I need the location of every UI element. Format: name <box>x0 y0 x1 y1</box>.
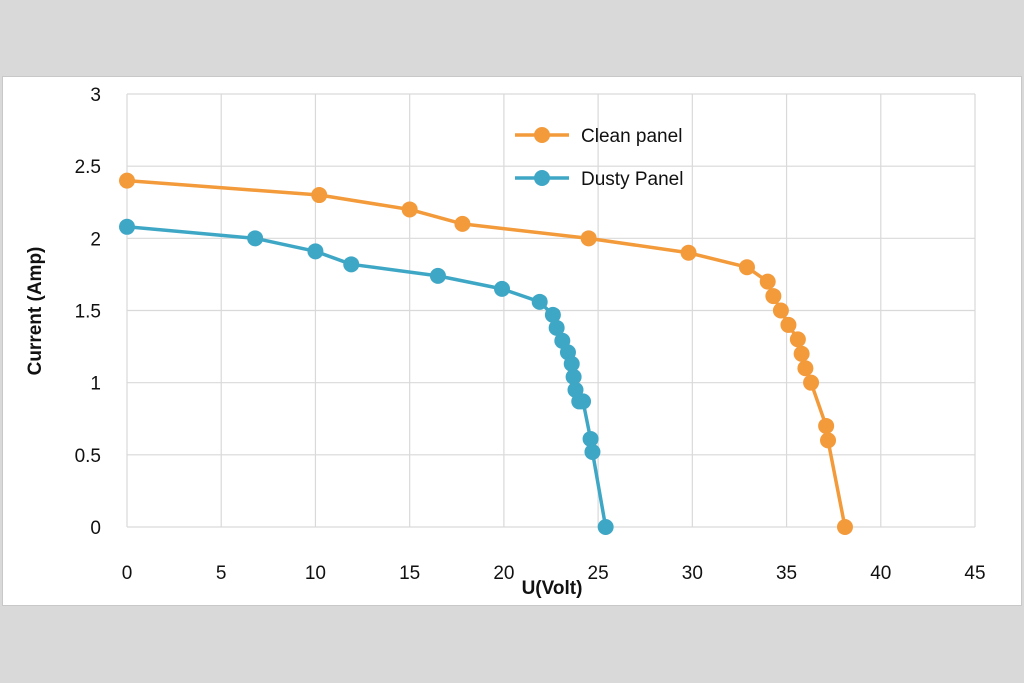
y-tick-label: 3 <box>90 85 101 106</box>
x-tick-label: 5 <box>216 563 227 584</box>
x-tick-label: 20 <box>493 563 514 584</box>
x-tick-label: 0 <box>122 563 133 584</box>
data-point <box>803 374 820 391</box>
data-point <box>759 273 776 290</box>
legend: Clean panel Dusty Panel <box>515 126 683 190</box>
data-point <box>836 519 853 535</box>
data-point <box>531 293 548 310</box>
data-point <box>343 256 360 273</box>
data-point <box>494 280 511 297</box>
data-point <box>119 218 135 235</box>
x-tick-label: 15 <box>399 563 420 584</box>
data-point <box>780 316 797 333</box>
data-point <box>307 243 324 260</box>
series-line <box>126 225 608 528</box>
legend-item: Dusty Panel <box>515 169 683 190</box>
x-tick-label: 40 <box>870 563 891 584</box>
x-tick-label: 10 <box>305 563 326 584</box>
data-point <box>789 331 806 348</box>
data-point <box>797 360 814 377</box>
iv-curve-chart: 0 5 10 15 20 25 30 35 40 45 0 0.5 1 1.5 2 2.5 3 Clean pa… <box>25 85 986 599</box>
data-point <box>119 172 135 189</box>
x-tick-label: 30 <box>682 563 703 584</box>
y-tick-label: 0.5 <box>75 446 101 467</box>
x-axis-title: U(Volt) <box>522 578 583 599</box>
x-tick-label: 45 <box>964 563 985 584</box>
legend-label: Clean panel <box>581 126 682 147</box>
y-tick-label: 1.5 <box>75 302 101 323</box>
legend-item: Clean panel <box>515 126 682 147</box>
data-point <box>401 201 418 218</box>
data-point <box>544 306 561 323</box>
data-point <box>597 519 614 535</box>
data-point <box>429 267 446 284</box>
y-axis-title: Current (Amp) <box>25 247 46 376</box>
tick-labels: 0 5 10 15 20 25 30 35 40 45 0 0.5 1 1.5 2 2.5 3 <box>75 85 986 584</box>
data-point <box>772 302 789 319</box>
y-tick-label: 2 <box>90 229 101 250</box>
chart-frame: 0 5 10 15 20 25 30 35 40 45 0 0.5 1 1.5 2 2.5 3 Clean pa… <box>2 76 1022 606</box>
y-tick-label: 1 <box>90 374 101 395</box>
series-1 <box>119 172 853 535</box>
series-layer <box>119 172 853 535</box>
data-point <box>563 355 580 372</box>
x-tick-label: 25 <box>588 563 609 584</box>
data-point <box>247 230 264 247</box>
x-tick-label: 35 <box>776 563 797 584</box>
data-point <box>454 215 471 232</box>
data-point <box>548 319 565 336</box>
legend-marker <box>534 127 550 143</box>
data-point <box>575 393 592 410</box>
data-point <box>818 417 835 434</box>
data-point <box>793 345 810 362</box>
data-point <box>565 368 582 385</box>
series-2 <box>119 218 614 535</box>
y-tick-label: 2.5 <box>75 157 101 178</box>
y-tick-label: 0 <box>90 518 101 539</box>
data-point <box>738 259 755 276</box>
data-point <box>680 244 697 261</box>
data-point <box>820 432 837 449</box>
data-point <box>584 443 601 460</box>
data-point <box>580 230 597 247</box>
series-line <box>126 178 847 528</box>
data-point <box>582 430 599 447</box>
legend-label: Dusty Panel <box>581 169 683 190</box>
data-point <box>311 187 328 204</box>
legend-marker <box>534 170 550 186</box>
data-point <box>765 288 782 305</box>
